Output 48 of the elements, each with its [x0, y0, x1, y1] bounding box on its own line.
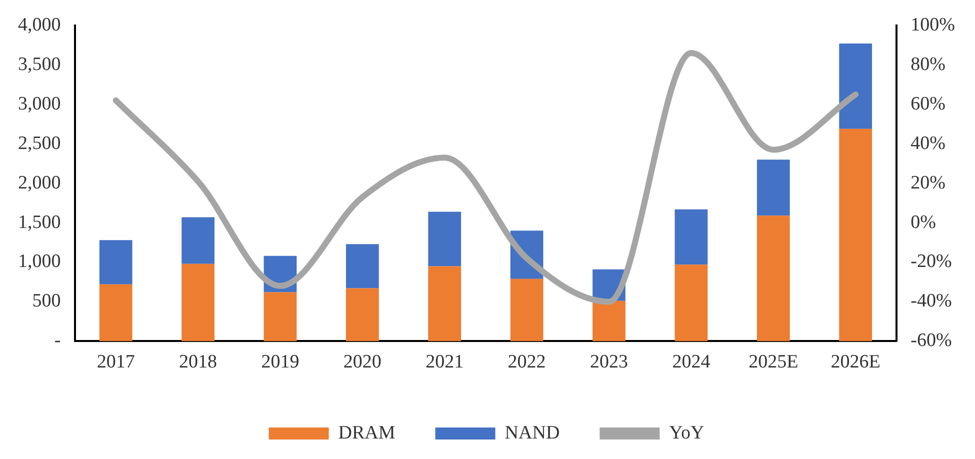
x-tick-label: 2017	[96, 352, 135, 373]
bar	[674, 209, 708, 265]
bar	[756, 160, 790, 216]
bar	[839, 44, 872, 129]
y2-tick-label: 0%	[910, 212, 936, 233]
bar	[674, 264, 708, 342]
x-tick-label: 2025E	[748, 352, 798, 373]
y-tick-label: 500	[32, 290, 61, 312]
y2-tick-label: 60%	[910, 93, 946, 114]
y-tick-label: 2,000	[18, 172, 61, 194]
y-tick-label: 2,500	[18, 132, 61, 154]
x-tick-label: 2018	[179, 352, 218, 373]
y-tick-label: 4,000	[18, 14, 61, 36]
bar	[346, 244, 379, 288]
bar	[264, 292, 297, 342]
y-tick-label: 3,000	[18, 93, 61, 114]
x-tick-label: 2026E	[830, 352, 880, 373]
x-tick-label: 2020	[343, 352, 382, 373]
x-tick-label: 2021	[426, 352, 464, 373]
y-tick-label: 1,500	[18, 212, 61, 233]
bar	[756, 216, 790, 342]
y2-tick-label: -20%	[910, 251, 952, 272]
x-tick-label: 2022	[508, 352, 546, 373]
y2-tick-label: 100%	[910, 14, 956, 36]
x-tick-label: 2019	[261, 352, 300, 373]
y2-tick-label: -60%	[910, 330, 952, 352]
bar	[428, 266, 462, 342]
bar	[99, 284, 132, 342]
y2-tick-label: -40%	[910, 290, 952, 312]
x-tick-label: 2023	[590, 352, 628, 373]
bar	[428, 212, 462, 266]
y-tick-label: -	[54, 330, 61, 352]
legend-label: DRAM	[338, 422, 396, 444]
bar	[510, 278, 544, 342]
y2-tick-label: 80%	[910, 54, 946, 75]
y2-tick-label: 40%	[910, 132, 946, 154]
bar	[346, 288, 379, 342]
bar	[99, 240, 132, 284]
bar	[182, 217, 214, 264]
y-tick-label: 3,500	[18, 54, 61, 75]
y-tick-label: 1,000	[18, 251, 61, 272]
legend-label: NAND	[504, 422, 560, 444]
y2-tick-label: 20%	[910, 172, 946, 194]
x-tick-label: 2024	[672, 352, 711, 373]
legend-label: YoY	[669, 422, 704, 444]
bar	[839, 128, 872, 342]
bar	[592, 300, 626, 342]
bar	[182, 264, 214, 342]
